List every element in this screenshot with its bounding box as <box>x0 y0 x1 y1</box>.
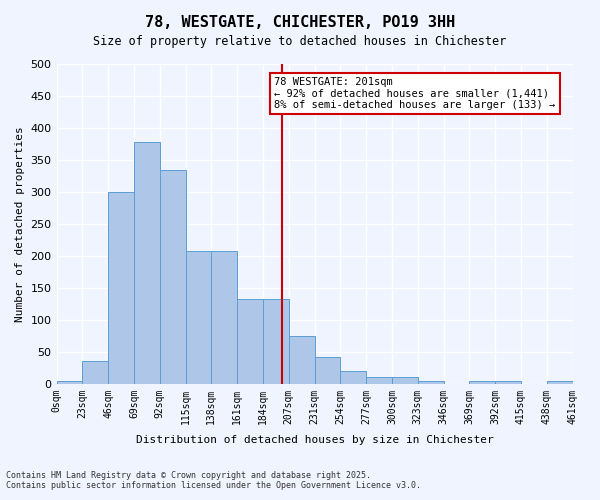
Bar <box>56 380 82 384</box>
X-axis label: Distribution of detached houses by size in Chichester: Distribution of detached houses by size … <box>136 435 493 445</box>
Bar <box>185 252 211 384</box>
Text: Contains HM Land Registry data © Crown copyright and database right 2025.
Contai: Contains HM Land Registry data © Crown c… <box>6 470 421 490</box>
Bar <box>547 380 572 384</box>
Bar <box>160 170 185 384</box>
Bar <box>134 142 160 384</box>
Bar <box>314 357 340 384</box>
Bar <box>469 380 495 384</box>
Bar <box>108 192 134 384</box>
Bar <box>418 380 443 384</box>
Bar <box>392 378 418 384</box>
Bar <box>340 371 366 384</box>
Text: 78, WESTGATE, CHICHESTER, PO19 3HH: 78, WESTGATE, CHICHESTER, PO19 3HH <box>145 15 455 30</box>
Bar <box>366 376 392 384</box>
Text: 78 WESTGATE: 201sqm
← 92% of detached houses are smaller (1,441)
8% of semi-deta: 78 WESTGATE: 201sqm ← 92% of detached ho… <box>274 77 556 110</box>
Y-axis label: Number of detached properties: Number of detached properties <box>15 126 25 322</box>
Bar <box>237 298 263 384</box>
Bar <box>211 252 237 384</box>
Bar <box>289 336 314 384</box>
Text: Size of property relative to detached houses in Chichester: Size of property relative to detached ho… <box>94 35 506 48</box>
Bar <box>495 380 521 384</box>
Bar <box>263 298 289 384</box>
Bar <box>82 362 108 384</box>
